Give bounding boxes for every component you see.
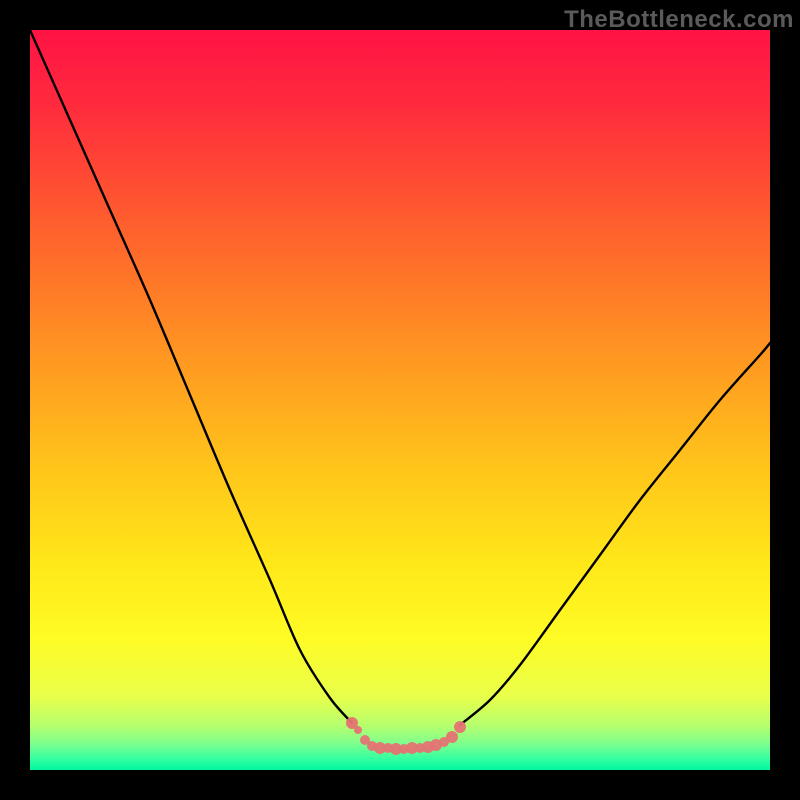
watermark-label: TheBottleneck.com <box>564 6 794 34</box>
scatter-dot <box>454 721 466 733</box>
bottleneck-curve-chart <box>0 0 800 800</box>
scatter-dot <box>354 726 362 734</box>
gradient-background <box>30 30 770 770</box>
chart-stage: TheBottleneck.com <box>0 0 800 800</box>
scatter-dot <box>446 731 458 743</box>
